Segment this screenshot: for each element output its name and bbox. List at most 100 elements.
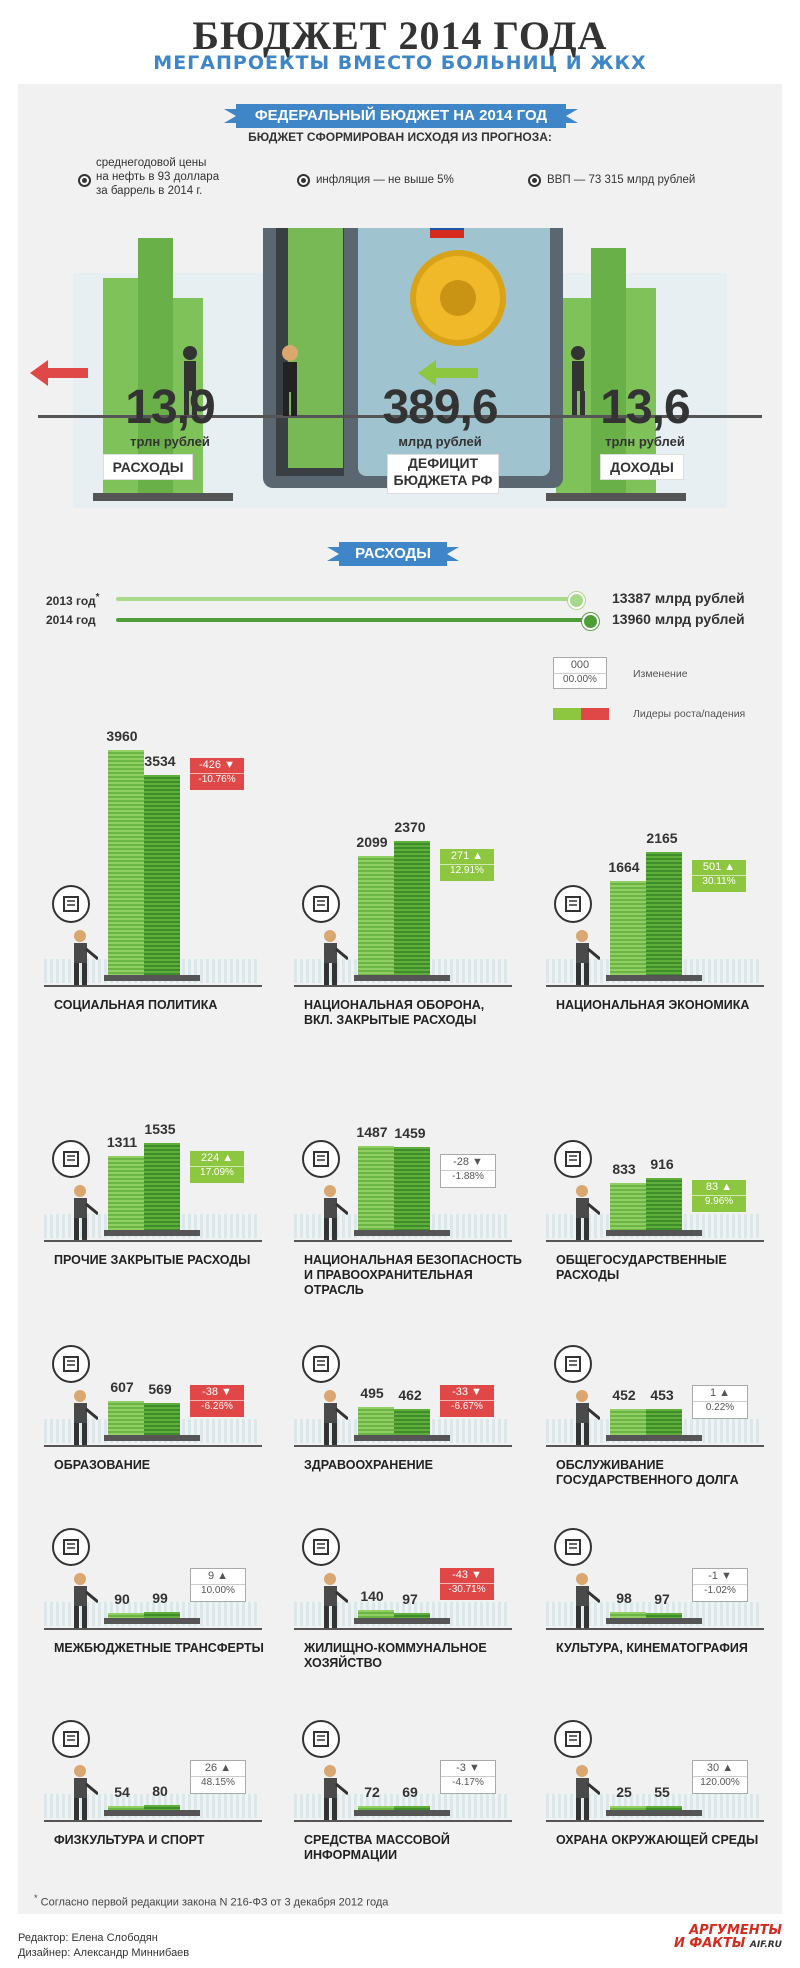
book-icon (52, 1345, 90, 1383)
cart-base (606, 975, 702, 981)
change-pct: 10.00% (191, 1584, 245, 1597)
change-pct: 30.11% (692, 875, 746, 888)
bar-2013 (108, 1400, 144, 1435)
worker-figure (570, 1572, 601, 1628)
forecast-note: БЮДЖЕТ СФОРМИРОВАН ИСХОДЯ ИЗ ПРОГНОЗА: (248, 130, 552, 144)
change-box: 271 ▲ 12.91% (440, 848, 494, 881)
shield-icon (302, 1140, 340, 1178)
deficit-tag: ДЕФИЦИТ БЮДЖЕТА РФ (387, 454, 499, 494)
ground-line (294, 1240, 512, 1242)
arrow-down-icon: ▼ (468, 1762, 480, 1774)
legend-down-swatch (581, 708, 609, 720)
change-box: 224 ▲ 17.09% (190, 1150, 244, 1183)
ground-line (294, 985, 512, 987)
total-2014-year: 2014 год (46, 613, 96, 627)
category-label: ОБЩЕГОСУДАРСТВЕННЫЕ РАСХОДЫ (556, 1253, 776, 1283)
bar-2013 (610, 1409, 646, 1435)
change-value: 9 ▲ (207, 1570, 229, 1582)
cart-base (606, 1618, 702, 1624)
value-2014-label: 80 (152, 1783, 168, 1800)
bar-2014 (394, 1612, 430, 1618)
bar-2014 (394, 840, 430, 975)
condition-oil-line2: на нефть в 93 доллара (96, 171, 220, 183)
worker-figure (570, 1389, 601, 1445)
bar-2013 (610, 1612, 646, 1618)
logo-line2: И ФАКТЫ (674, 1936, 746, 1951)
bar-2014 (646, 852, 682, 975)
change-box: 26 ▲ 48.15% (190, 1760, 246, 1794)
category-label: СРЕДСТВА МАССОВОЙ ИНФОРМАЦИИ (304, 1833, 524, 1863)
category-label-line: ПРОЧИЕ ЗАКРЫТЫЕ РАСХОДЫ (54, 1253, 251, 1267)
arrow-up-icon: ▲ (222, 1151, 234, 1164)
russia-flag-red (430, 230, 464, 238)
value-2014-label: 2165 (646, 830, 678, 847)
ribbon-left-tail (224, 109, 236, 123)
change-pct: 48.15% (191, 1776, 245, 1789)
total-2013-marker (568, 592, 585, 609)
category-label: НАЦИОНАЛЬНАЯ ОБОРОНА, ВКЛ. ЗАКРЫТЫЕ РАСХО… (304, 998, 524, 1028)
change-value: -1 ▼ (708, 1570, 732, 1582)
page-title: БЮДЖЕТ 2014 ГОДА (192, 13, 608, 58)
bar-2013 (610, 1182, 646, 1230)
income-tag: ДОХОДЫ (600, 454, 684, 480)
russia-flag-blue (430, 228, 464, 230)
ground-line (546, 1628, 764, 1630)
value-2014-label: 99 (152, 1590, 168, 1607)
change-value: 271 ▲ (450, 849, 484, 862)
category-label: ЗДРАВООХРАНЕНИЕ (304, 1458, 524, 1473)
designer-credit: Дизайнер: Александр Миннибаев (18, 1947, 190, 1959)
worker-figure (68, 1184, 99, 1240)
worker-figure (318, 1389, 349, 1445)
ground-line (294, 1820, 512, 1822)
change-pct: -10.76% (190, 773, 244, 786)
arrow-up-icon: ▲ (722, 1762, 734, 1774)
change-pct: -4.17% (441, 1776, 495, 1789)
cart-base (354, 975, 450, 981)
value-2013-label: 1664 (608, 858, 640, 875)
deficit-value: 389,6 (382, 381, 498, 434)
change-pct: 0.22% (693, 1401, 747, 1414)
spending-ribbon-label: РАСХОДЫ (355, 545, 431, 562)
federal-ribbon: ФЕДЕРАЛЬНЫЙ БЮДЖЕТ НА 2014 ГОД (236, 104, 566, 128)
ground-line (546, 1445, 764, 1447)
arrow-up-icon: ▲ (472, 849, 484, 862)
change-value: -38 ▼ (202, 1386, 232, 1398)
bar-2014 (144, 774, 180, 975)
condition-oil: среднегодовой цены на нефть в 93 доллара… (96, 156, 219, 198)
category-label-line: ОБРАЗОВАНИЕ (54, 1458, 151, 1472)
category-label-line: СОЦИАЛЬНАЯ ПОЛИТИКА (54, 998, 218, 1012)
worker-figure-right (571, 346, 585, 415)
change-box: 1 ▲ 0.22% (692, 1385, 748, 1419)
aif-logo: АРГУМЕНТЫ И ФАКТЫ AIF.RU (672, 1924, 782, 1952)
category-label-line: ОХРАНА ОКРУЖАЮЩЕЙ СРЕДЫ (556, 1833, 759, 1847)
ribbon-right-tail (566, 109, 578, 123)
tree-icon (554, 1720, 592, 1758)
cart-base (104, 1810, 200, 1816)
total-2013-year-text: 2013 год (46, 594, 96, 608)
cart-base (354, 1435, 450, 1441)
ground-line (546, 1240, 764, 1242)
change-box: 30 ▲ 120.00% (692, 1760, 748, 1794)
value-2013-label: 833 (612, 1160, 636, 1177)
arrow-up-icon: ▲ (719, 1387, 731, 1399)
category-label: КУЛЬТУРА, КИНЕМАТОГРАФИЯ (556, 1641, 776, 1656)
ground-line (294, 1445, 512, 1447)
bar-2014 (394, 1806, 430, 1810)
cart-base (354, 1618, 450, 1624)
people-icon (52, 885, 90, 923)
change-box: -3 ▼ -4.17% (440, 1760, 496, 1794)
value-2014-label: 1459 (394, 1125, 426, 1142)
value-2013-label: 2099 (356, 833, 388, 850)
value-2014-label: 2370 (394, 818, 426, 835)
value-2013-label: 90 (114, 1590, 130, 1607)
value-2014-label: 462 (398, 1386, 422, 1403)
ground-line (44, 1820, 262, 1822)
income-unit: трлн рублей (605, 434, 685, 449)
total-2013-year: 2013 год* (46, 592, 100, 608)
bar-2013 (358, 1406, 394, 1435)
expenses-arrow-icon (30, 360, 88, 386)
change-pct: -30.71% (440, 1583, 494, 1596)
category-label-line: ГОСУДАРСТВЕННОГО ДОЛГА (556, 1473, 739, 1487)
arrow-down-icon: ▼ (471, 1386, 482, 1398)
ribbon-right-tail (447, 547, 459, 561)
